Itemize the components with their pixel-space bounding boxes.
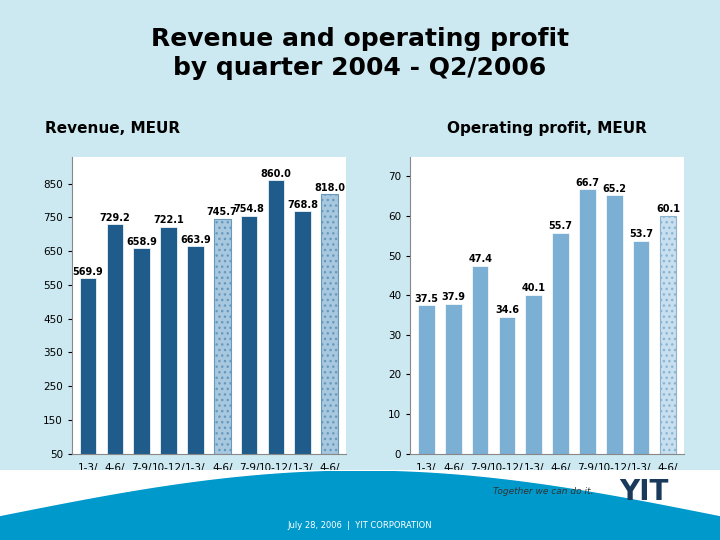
Text: 860.0: 860.0 — [261, 169, 292, 179]
Text: 818.0: 818.0 — [314, 183, 345, 193]
Bar — [80, 278, 96, 454]
Bar — [321, 194, 338, 454]
Bar — [472, 266, 488, 454]
Text: Revenue and operating profit
by quarter 2004 - Q2/2006: Revenue and operating profit by quarter … — [151, 27, 569, 80]
Bar — [294, 211, 311, 454]
Text: 658.9: 658.9 — [126, 237, 157, 247]
Bar — [214, 219, 230, 454]
Text: 55.7: 55.7 — [549, 221, 572, 232]
Text: 37.5: 37.5 — [415, 294, 438, 303]
Bar — [579, 190, 595, 454]
Bar — [418, 305, 435, 454]
Bar — [633, 241, 649, 454]
Text: 65.2: 65.2 — [602, 184, 626, 194]
Text: Together we can do it.: Together we can do it. — [493, 487, 593, 496]
Text: 60.1: 60.1 — [656, 204, 680, 214]
Text: 53.7: 53.7 — [629, 230, 653, 239]
Text: 722.1: 722.1 — [153, 215, 184, 225]
Bar — [606, 195, 623, 454]
Bar — [552, 233, 569, 454]
Text: Operating profit, MEUR: Operating profit, MEUR — [447, 121, 647, 136]
Bar — [268, 180, 284, 454]
Bar — [187, 246, 204, 454]
Text: Revenue, MEUR: Revenue, MEUR — [45, 121, 180, 136]
Bar — [107, 225, 123, 454]
Bar — [660, 215, 676, 454]
Text: 768.8: 768.8 — [287, 200, 318, 210]
Text: 745.7: 745.7 — [207, 207, 238, 218]
Bar — [499, 316, 516, 454]
Text: July 28, 2006  |  YIT CORPORATION: July 28, 2006 | YIT CORPORATION — [288, 521, 432, 530]
Bar — [161, 227, 177, 454]
Text: 729.2: 729.2 — [99, 213, 130, 223]
Bar — [526, 295, 542, 454]
Text: 40.1: 40.1 — [522, 283, 546, 293]
Text: 569.9: 569.9 — [73, 267, 104, 277]
Bar — [133, 248, 150, 454]
Text: 66.7: 66.7 — [575, 178, 600, 188]
Text: 34.6: 34.6 — [495, 305, 519, 315]
Bar — [445, 303, 462, 454]
Text: YIT: YIT — [620, 478, 669, 507]
Text: 754.8: 754.8 — [233, 204, 264, 214]
Text: 37.9: 37.9 — [441, 292, 465, 302]
Bar — [240, 215, 257, 454]
Text: 47.4: 47.4 — [468, 254, 492, 264]
Text: 663.9: 663.9 — [180, 235, 211, 245]
